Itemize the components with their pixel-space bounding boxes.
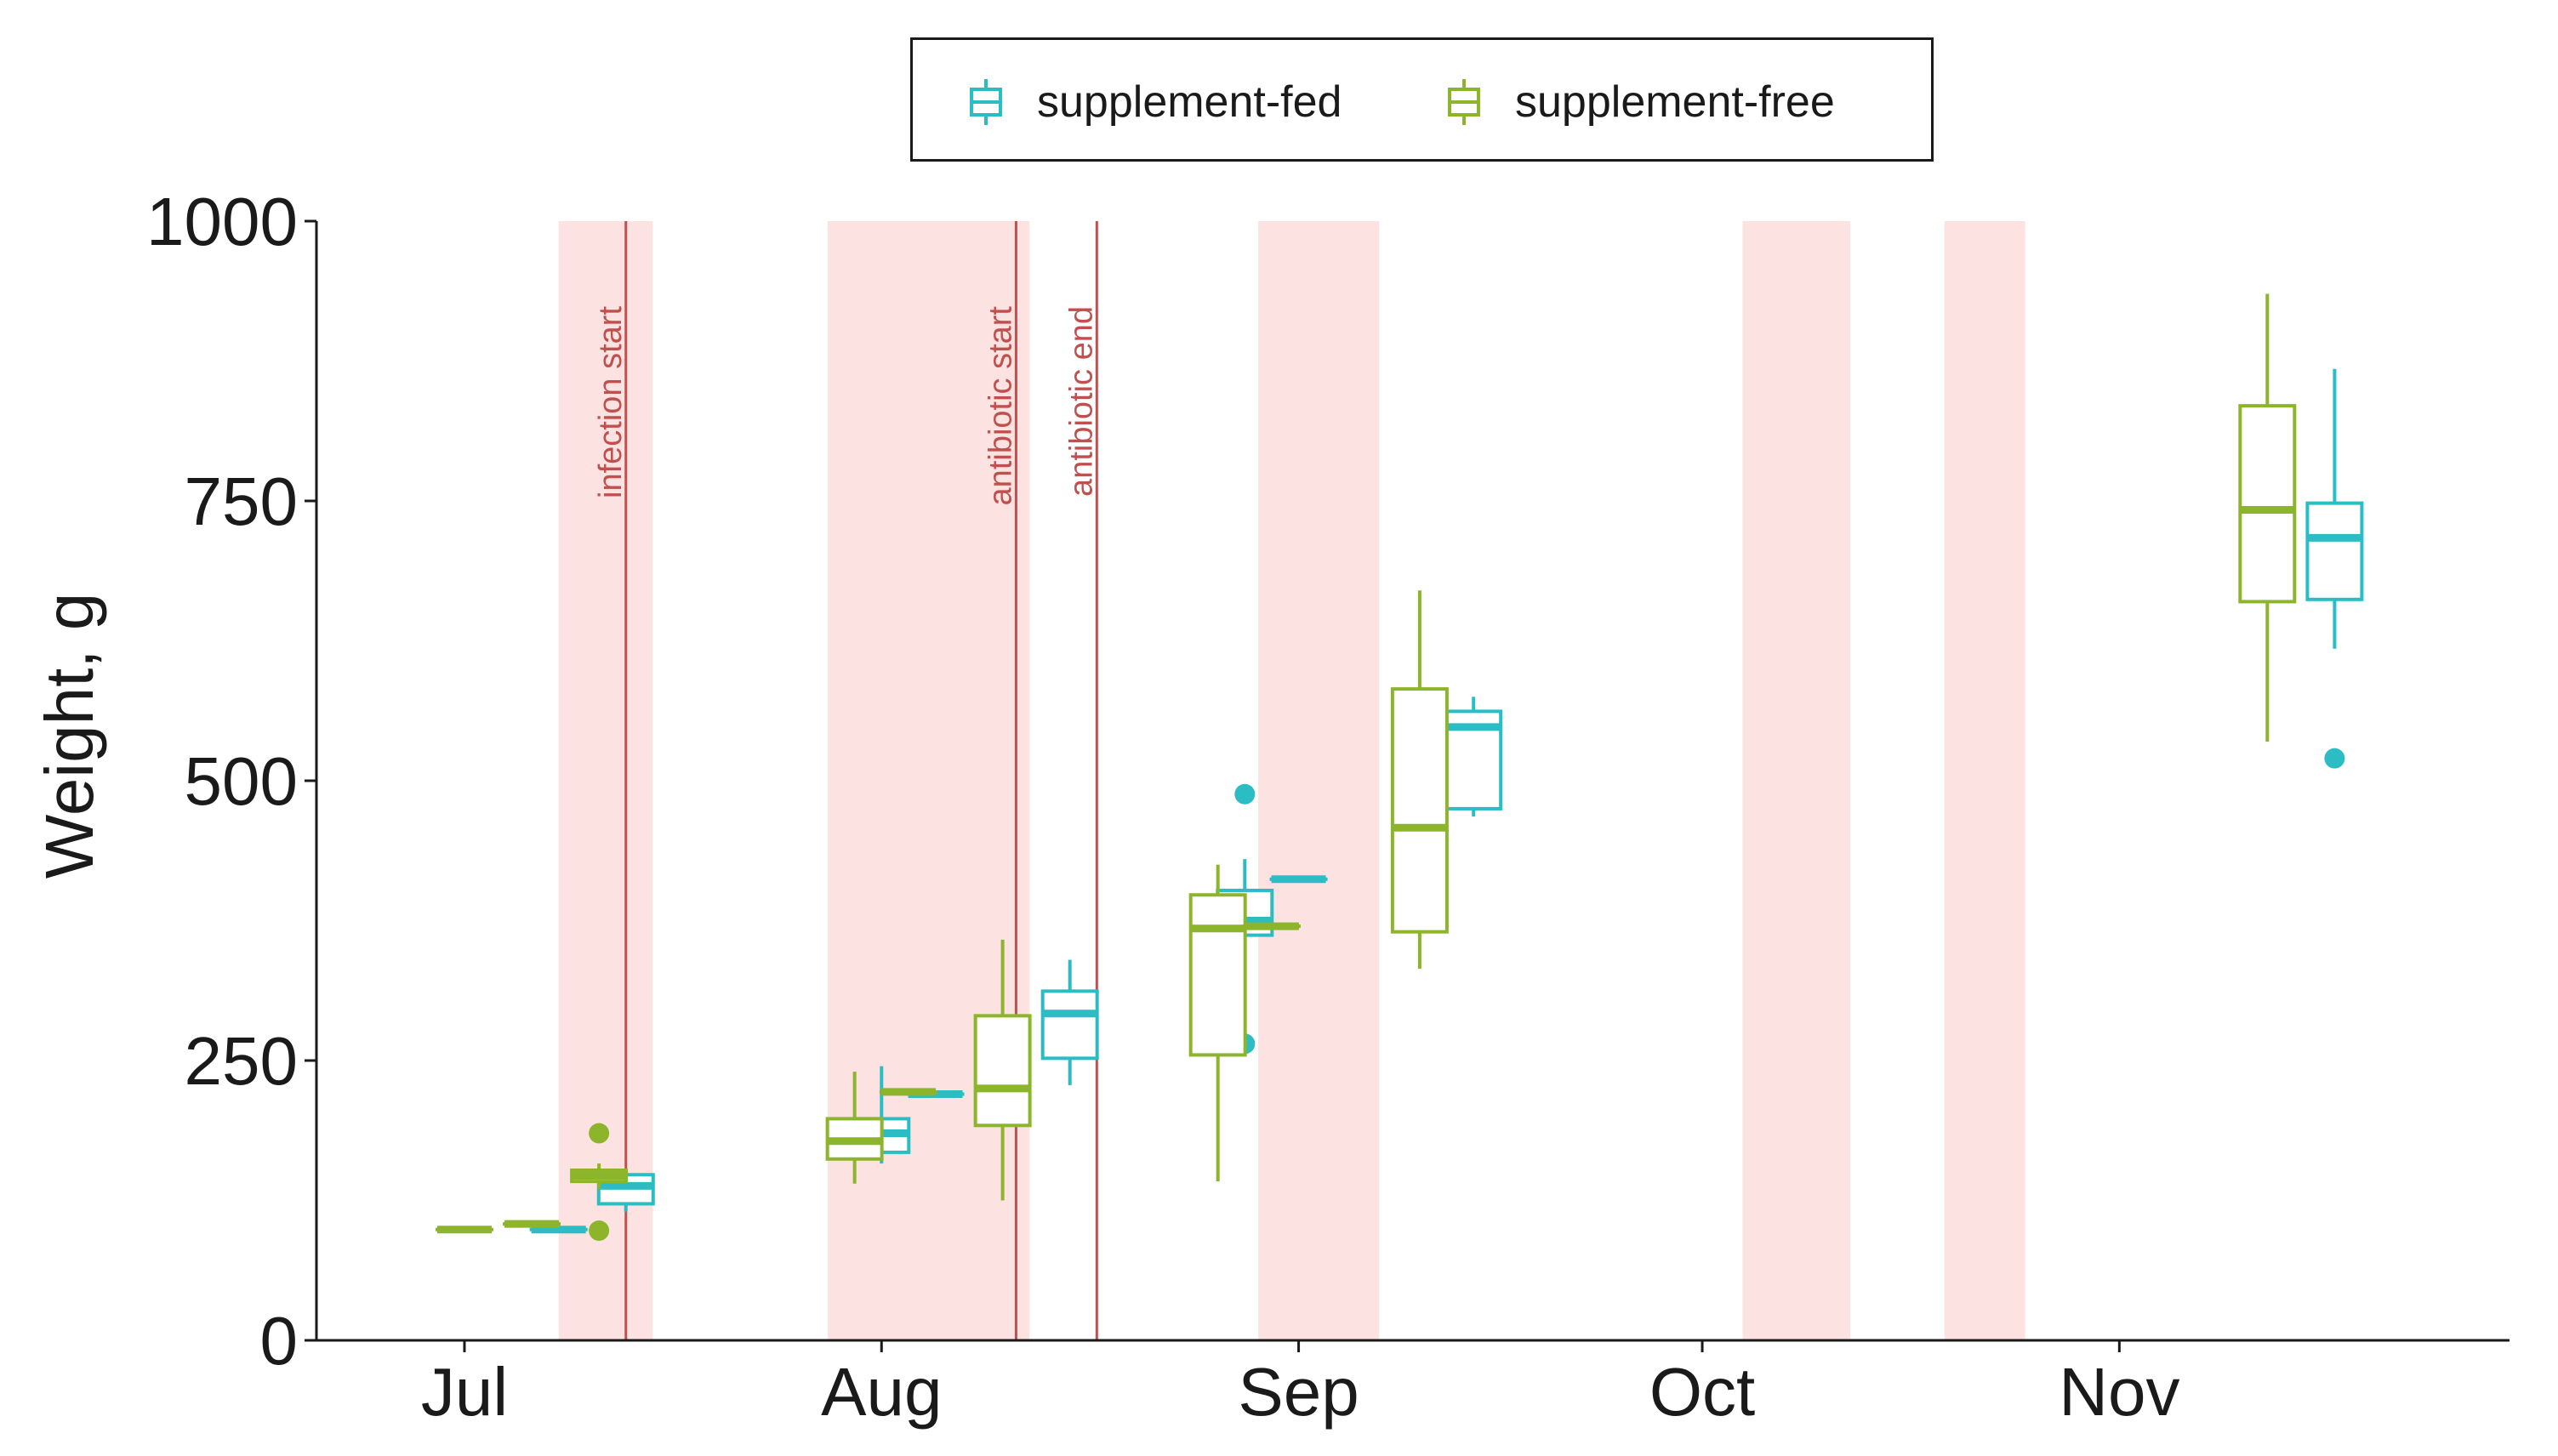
outlier-1 [589, 1220, 610, 1242]
box-body [973, 1014, 1032, 1128]
event-lines: infection start antibiotic start antibioti… [593, 221, 1099, 1340]
box-supplement-fed-8 [2305, 368, 2364, 769]
outlier-0 [589, 1123, 610, 1144]
box-body [2305, 501, 2364, 601]
box-supplement-free-2 [570, 1123, 629, 1242]
x-tick-label-4: Nov [2059, 1354, 2179, 1430]
y-tick-label-4: 1000 [146, 184, 298, 259]
box-supplement-free-6 [1188, 864, 1247, 1182]
box-supplement-free-9 [2238, 293, 2297, 742]
y-tick-label-1: 250 [185, 1023, 298, 1099]
shaded-period-3 [1742, 221, 1851, 1340]
legend-item-supplement-free: supplement-free [1447, 79, 1835, 125]
legend-key-supplement-fed-icon [970, 79, 1002, 125]
y-tick-label-2: 500 [185, 743, 298, 819]
event-label-2: antibiotic end [1063, 306, 1099, 497]
x-tick-label-3: Oct [1649, 1354, 1755, 1430]
outlier-0 [2324, 748, 2345, 769]
shaded-period-4 [1944, 221, 2025, 1340]
y-axis-title: Weight, g [31, 592, 107, 879]
shaded-period-2 [1258, 221, 1380, 1340]
shaded-period-0 [558, 221, 653, 1340]
box-supplement-free-3 [825, 1072, 884, 1184]
legend-item-supplement-fed: supplement-fed [969, 79, 1342, 125]
box-supplement-fed-4 [1040, 959, 1099, 1085]
y-tick-label-0: 0 [260, 1303, 299, 1379]
legend: supplement-fed supplement-free [910, 37, 1934, 162]
legend-label-supplement-fed: supplement-fed [1037, 77, 1342, 127]
x-ticks: Jul Aug Sep Oct Nov [421, 1340, 2179, 1430]
box-supplement-free-8 [1390, 590, 1449, 970]
box-body [2238, 404, 2297, 604]
x-tick-label-2: Sep [1238, 1354, 1359, 1430]
y-tick-label-3: 750 [185, 464, 298, 539]
legend-key-supplement-free-icon [1448, 79, 1480, 125]
box-body [1188, 893, 1247, 1057]
y-ticks: 0 250 500 750 1000 [146, 184, 316, 1379]
outlier-0 [1234, 783, 1256, 805]
boxplots [435, 293, 2364, 1242]
box-body [1040, 989, 1099, 1061]
event-label-1: antibiotic start [983, 306, 1018, 506]
x-tick-label-1: Aug [821, 1354, 942, 1430]
shaded-periods [558, 221, 2025, 1340]
event-label-0: infection start [593, 306, 629, 498]
box-body [1390, 687, 1449, 934]
box-supplement-free-5 [973, 939, 1032, 1201]
legend-label-supplement-free: supplement-free [1515, 77, 1835, 127]
x-tick-label-0: Jul [421, 1354, 508, 1430]
box-supplement-fed-7 [1444, 697, 1503, 817]
